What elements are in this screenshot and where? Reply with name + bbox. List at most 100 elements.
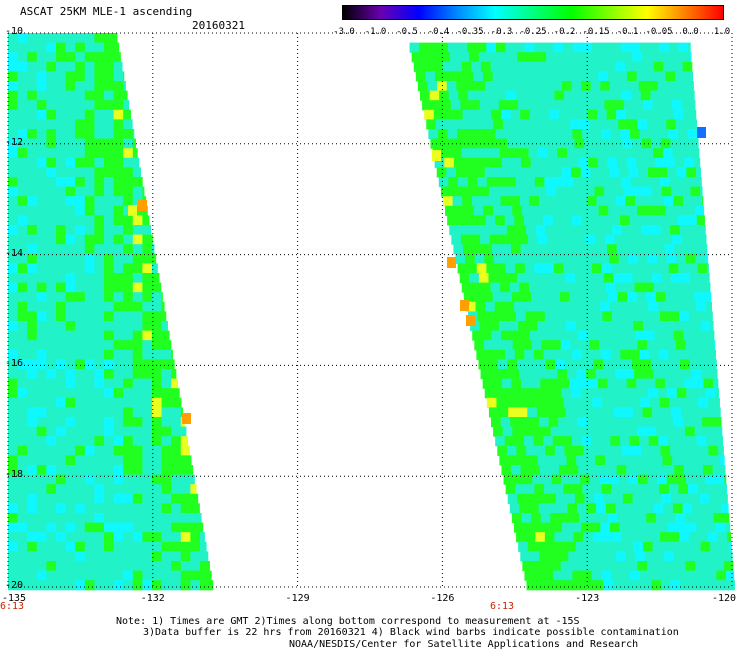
- swath-cell: [113, 378, 124, 389]
- swath-cell: [75, 330, 86, 341]
- swath-cell: [8, 484, 19, 495]
- swath-cell: [132, 474, 143, 485]
- swath-cell: [65, 177, 76, 188]
- swath-cell: [152, 465, 163, 476]
- swath-cell: [684, 378, 695, 389]
- swath-cell: [94, 417, 105, 428]
- swath-cell: [642, 541, 654, 552]
- swath-cell: [84, 465, 95, 476]
- swath-cell: [46, 157, 57, 168]
- swath-cell: [595, 455, 606, 466]
- swath-cell: [577, 551, 588, 562]
- swath-cell: [557, 61, 568, 72]
- swath-cell: [691, 234, 702, 245]
- swath-cell: [565, 407, 576, 418]
- swath-cell: [190, 513, 201, 524]
- swath-cell: [617, 157, 628, 168]
- swath-cell: [132, 321, 143, 332]
- swath-cell: [556, 541, 567, 552]
- swath-cell: [531, 205, 542, 216]
- swath-cell: [533, 522, 544, 533]
- swath-cell: [574, 52, 585, 63]
- swath-cell: [628, 474, 639, 485]
- swath-cell: [142, 253, 153, 264]
- swath-cell: [646, 292, 657, 303]
- swath-cell: [646, 71, 657, 82]
- swath-cell: [534, 177, 545, 188]
- swath-cell: [104, 532, 115, 543]
- swath-cell: [8, 273, 19, 284]
- swath-cell: [558, 330, 569, 341]
- swath-cell: [569, 426, 581, 437]
- swath-cell: [84, 90, 95, 101]
- swath-cell: [46, 321, 57, 332]
- swath-cell: [446, 81, 457, 92]
- swath-cell: [486, 42, 497, 53]
- swath-cell: [8, 90, 19, 101]
- swath-cell: [468, 138, 479, 149]
- swath-cell: [94, 129, 105, 140]
- swath-cell: [661, 407, 672, 418]
- swath-cell: [687, 570, 698, 581]
- swath-cell: [8, 436, 19, 447]
- swath-cell: [500, 417, 511, 428]
- swath-cell: [544, 484, 555, 495]
- swath-cell: [566, 321, 577, 332]
- swath-cell: [467, 42, 478, 53]
- swath-cell: [442, 148, 453, 159]
- swath-cell: [36, 90, 47, 101]
- swath-cell: [696, 436, 707, 447]
- swath-cell: [132, 455, 143, 466]
- swath-cell: [548, 196, 559, 207]
- swath-cell: [142, 359, 153, 370]
- swath-cell: [496, 90, 507, 101]
- swath-cell: [578, 157, 589, 168]
- swath-cell: [674, 378, 685, 389]
- swath-cell: [180, 484, 191, 495]
- swath-cell: [56, 138, 67, 149]
- swath-cell: [685, 340, 696, 351]
- swath-cell: [581, 522, 592, 533]
- swath-cell: [27, 445, 38, 456]
- swath-cell: [503, 474, 514, 485]
- swath-cell: [113, 177, 124, 188]
- swath-cell: [123, 551, 134, 562]
- swath-cell: [578, 378, 589, 389]
- swath-cell: [649, 42, 660, 53]
- swath-cell: [598, 513, 609, 524]
- swath-cell: [84, 167, 95, 178]
- swath-cell: [632, 186, 643, 197]
- swath-cell: [639, 42, 651, 53]
- swath-cell: [698, 311, 709, 322]
- swath-cell: [602, 397, 613, 408]
- swath-cell: [516, 90, 527, 101]
- swath-cell: [581, 436, 592, 447]
- swath-cell: [142, 349, 153, 360]
- swath-cell: [113, 580, 124, 591]
- swath-cell: [708, 311, 713, 322]
- swath-cell: [17, 340, 28, 351]
- swath-cell: [611, 42, 622, 53]
- swath-cell: [592, 484, 603, 495]
- swath-cell: [546, 541, 558, 552]
- swath-cell: [522, 340, 533, 351]
- swath-cell: [483, 340, 495, 351]
- swath-cell: [662, 148, 674, 159]
- swath-cell: [579, 119, 590, 130]
- swath-cell: [27, 493, 38, 504]
- swath-cell: [462, 196, 473, 207]
- swath-cell: [664, 330, 675, 341]
- swath-cell: [675, 205, 686, 216]
- swath-cell: [500, 109, 512, 120]
- swath-cell: [663, 61, 674, 72]
- swath-cell: [539, 244, 550, 255]
- swath-cell: [509, 369, 520, 380]
- swath-cell: [615, 417, 626, 428]
- swath-cell: [726, 484, 728, 495]
- swath-cell: [682, 503, 693, 514]
- swath-cell: [564, 359, 575, 370]
- swath-cell: [688, 90, 695, 101]
- swath-cell: [622, 225, 633, 236]
- swath-cell: [584, 138, 595, 149]
- swath-cell: [84, 215, 95, 226]
